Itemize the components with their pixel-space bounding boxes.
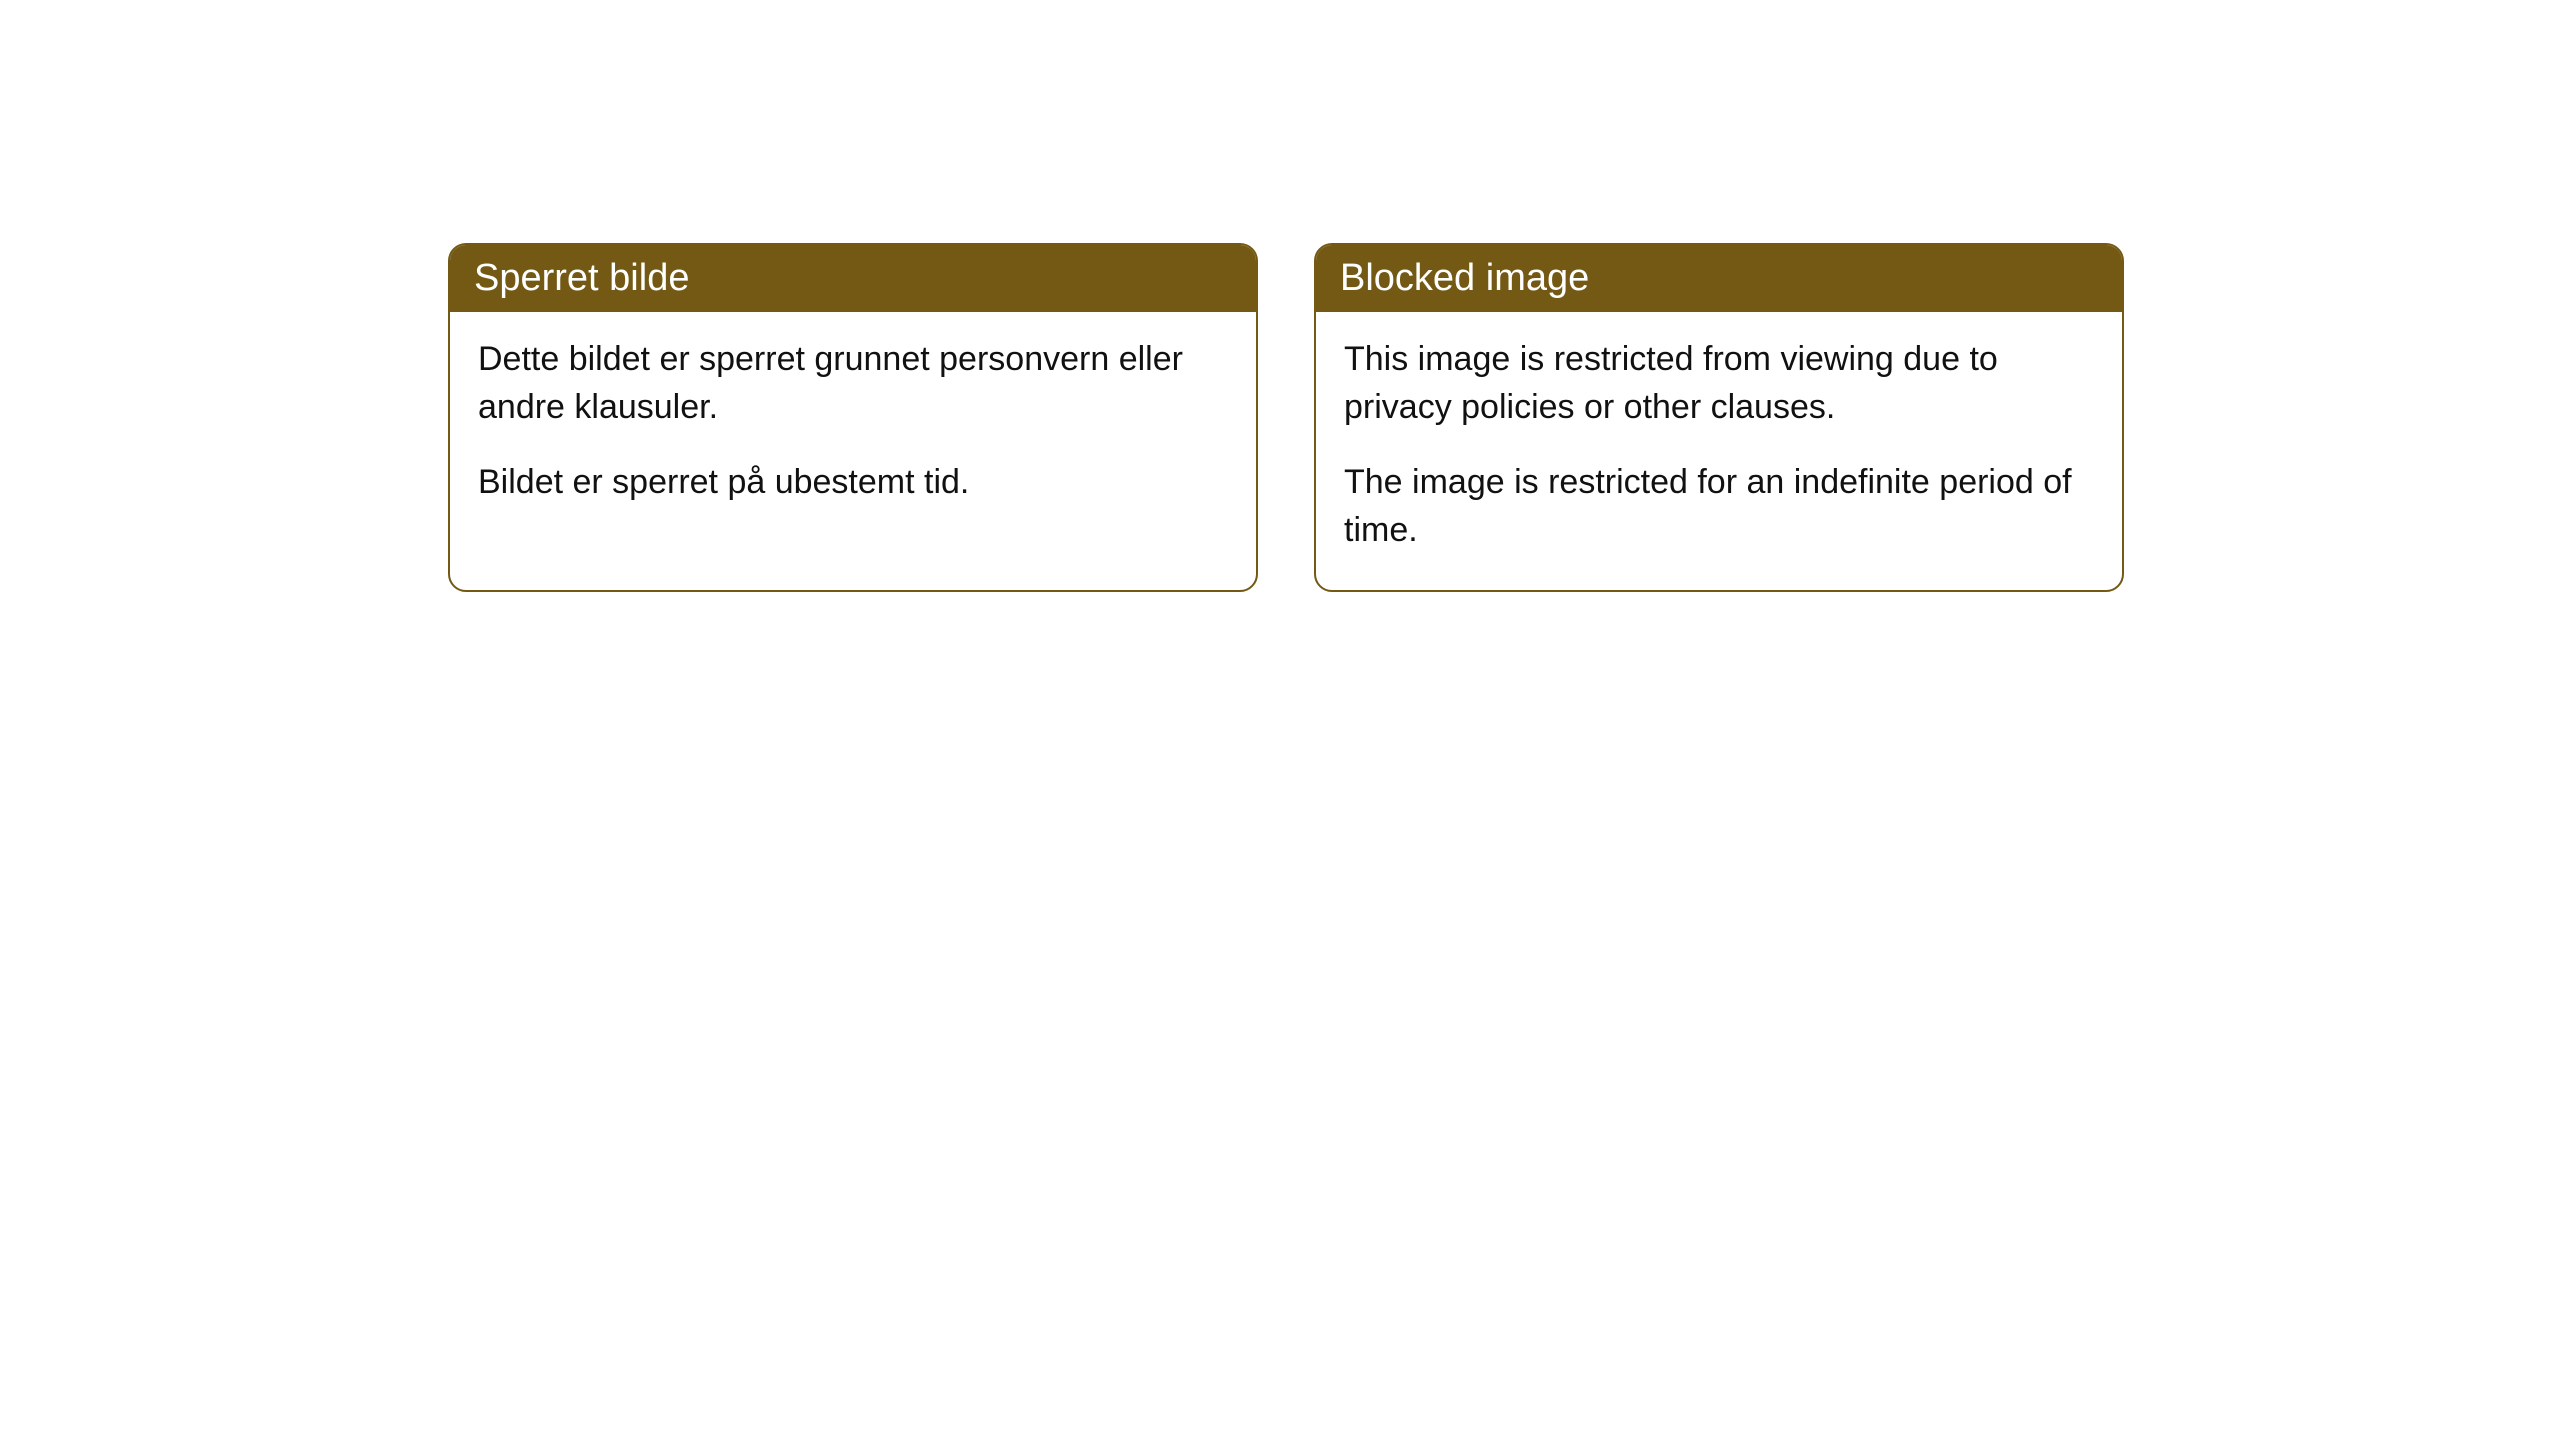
card-paragraph: Dette bildet er sperret grunnet personve…	[478, 336, 1228, 431]
info-cards-container: Sperret bilde Dette bildet er sperret gr…	[448, 243, 2124, 592]
card-body: This image is restricted from viewing du…	[1316, 312, 2122, 590]
card-body: Dette bildet er sperret grunnet personve…	[450, 312, 1256, 543]
blocked-image-card-norwegian: Sperret bilde Dette bildet er sperret gr…	[448, 243, 1258, 592]
card-paragraph: This image is restricted from viewing du…	[1344, 336, 2094, 431]
card-paragraph: Bildet er sperret på ubestemt tid.	[478, 459, 1228, 507]
card-paragraph: The image is restricted for an indefinit…	[1344, 459, 2094, 554]
blocked-image-card-english: Blocked image This image is restricted f…	[1314, 243, 2124, 592]
card-header: Sperret bilde	[450, 245, 1256, 312]
card-header: Blocked image	[1316, 245, 2122, 312]
card-title: Sperret bilde	[474, 257, 689, 299]
card-title: Blocked image	[1340, 257, 1589, 299]
